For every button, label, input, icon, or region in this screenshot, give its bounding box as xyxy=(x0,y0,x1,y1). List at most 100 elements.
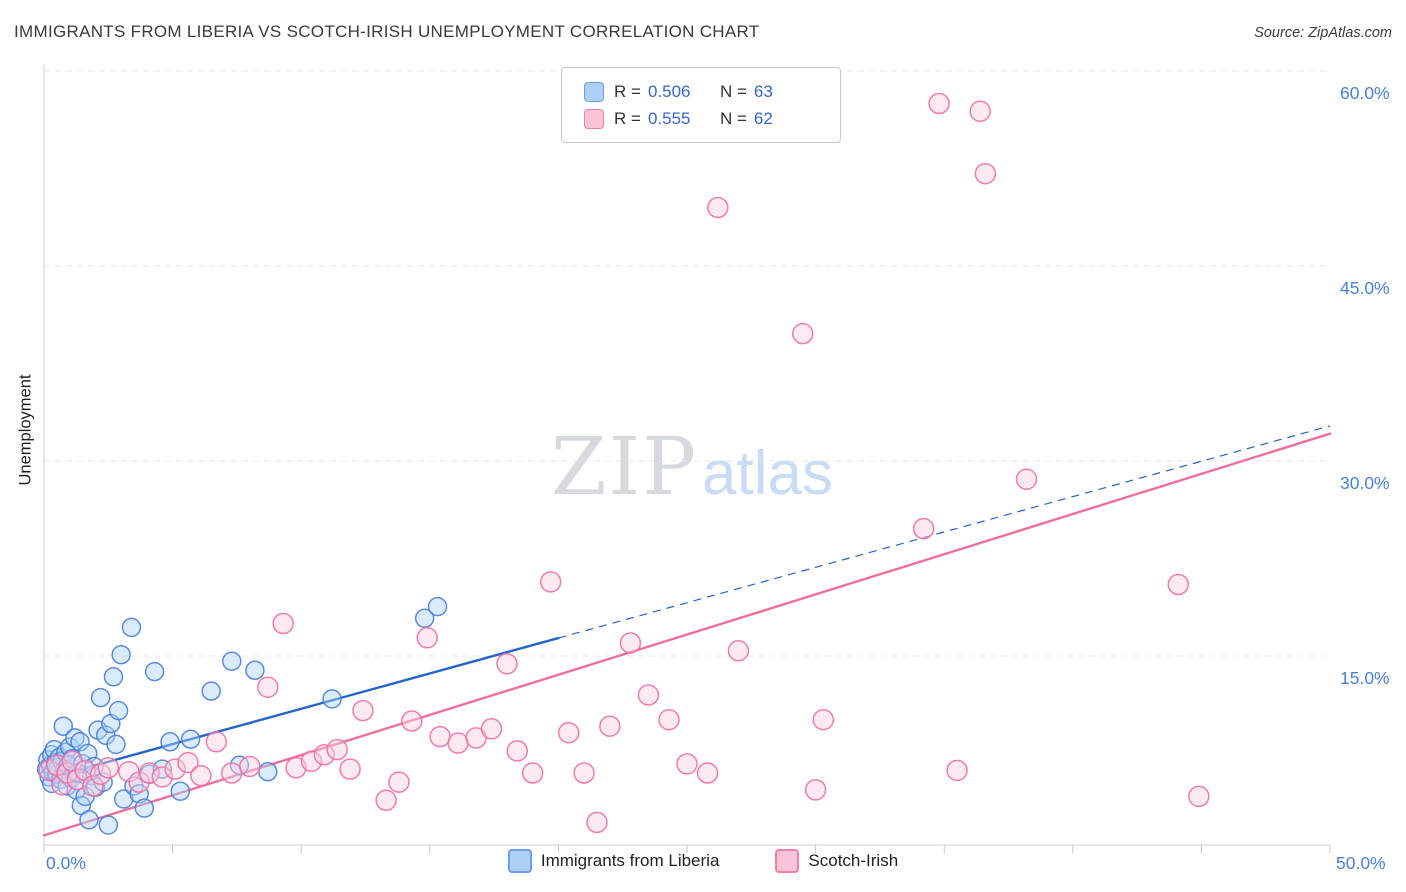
scatter-point-scotch-irish[interactable] xyxy=(401,710,423,732)
scatter-point-scotch-irish[interactable] xyxy=(416,627,438,649)
scatter-point-liberia[interactable] xyxy=(245,660,265,681)
scatter-point-scotch-irish[interactable] xyxy=(326,738,348,761)
scatter-point-liberia[interactable] xyxy=(106,734,126,755)
scatter-point-liberia[interactable] xyxy=(103,667,124,687)
scotch-irish-swatch xyxy=(584,108,604,129)
scatter-point-scotch-irish[interactable] xyxy=(221,762,243,784)
scatter-point-scotch-irish[interactable] xyxy=(205,731,228,753)
y-tick-label: 45.0% xyxy=(1340,278,1390,298)
scatter-point-scotch-irish[interactable] xyxy=(1167,573,1190,596)
scatter-point-scotch-irish[interactable] xyxy=(151,766,174,788)
scatter-point-liberia[interactable] xyxy=(258,761,278,782)
scatter-point-scotch-irish[interactable] xyxy=(313,744,336,766)
scatter-point-scotch-irish[interactable] xyxy=(557,721,580,744)
scatter-point-scotch-irish[interactable] xyxy=(352,699,374,722)
watermark: ZIP atlas xyxy=(551,420,833,513)
r-label: R = xyxy=(614,108,641,128)
scatter-point-scotch-irish[interactable] xyxy=(388,771,410,793)
scatter-point-scotch-irish[interactable] xyxy=(573,762,595,784)
scatter-point-liberia[interactable] xyxy=(222,651,242,671)
legend-item-scotch-irish[interactable]: Scotch-Irish xyxy=(775,849,898,873)
scatter-point-liberia[interactable] xyxy=(134,798,155,818)
scatter-point-scotch-irish[interactable] xyxy=(707,196,729,219)
scatter-point-liberia[interactable] xyxy=(90,687,111,708)
liberia-legend-swatch xyxy=(507,849,532,873)
chart-legend: Immigrants from Liberia Scotch-Irish xyxy=(0,849,1406,873)
scatter-point-liberia[interactable] xyxy=(53,716,74,736)
trend-line-liberia xyxy=(42,636,560,781)
scatter-point-scotch-irish[interactable] xyxy=(164,758,186,780)
y-tick-label: 60.0% xyxy=(1340,83,1390,103)
scatter-point-liberia[interactable] xyxy=(322,689,342,709)
scatter-point-scotch-irish[interactable] xyxy=(599,715,621,737)
scatter-point-liberia[interactable] xyxy=(70,732,90,752)
r-label: R = xyxy=(614,81,641,101)
scatter-point-liberia[interactable] xyxy=(98,815,119,835)
scatter-point-scotch-irish[interactable] xyxy=(447,732,469,754)
trend-line-scotch-irish xyxy=(42,432,1332,837)
scatter-point-liberia[interactable] xyxy=(121,617,142,638)
scatter-point-scotch-irish[interactable] xyxy=(619,632,642,654)
scatter-point-liberia[interactable] xyxy=(170,781,191,801)
scatter-point-scotch-irish[interactable] xyxy=(791,322,814,345)
scatter-point-scotch-irish[interactable] xyxy=(727,640,750,662)
scatter-point-scotch-irish[interactable] xyxy=(480,718,503,740)
scatter-point-scotch-irish[interactable] xyxy=(969,100,991,123)
n-label: N = xyxy=(719,81,747,101)
scatter-point-scotch-irish[interactable] xyxy=(375,789,397,812)
scatter-point-liberia[interactable] xyxy=(129,784,149,804)
trend-line-liberia-extension xyxy=(558,425,1331,639)
source-attribution: Source: ZipAtlas.com xyxy=(1254,25,1392,41)
scatter-point-liberia[interactable] xyxy=(79,810,99,830)
scatter-point-scotch-irish[interactable] xyxy=(190,764,212,787)
scatter-point-scotch-irish[interactable] xyxy=(429,725,451,748)
scatter-point-scotch-irish[interactable] xyxy=(696,762,719,784)
scatter-point-scotch-irish[interactable] xyxy=(586,811,608,834)
scatter-point-scotch-irish[interactable] xyxy=(539,571,562,593)
x-axis-max-label: 50.0% xyxy=(1336,853,1386,873)
scatter-point-liberia[interactable] xyxy=(427,596,448,617)
scatter-point-scotch-irish[interactable] xyxy=(928,92,950,115)
scatter-point-scotch-irish[interactable] xyxy=(97,757,120,779)
scatter-point-scotch-irish[interactable] xyxy=(812,708,835,731)
scatter-point-liberia[interactable] xyxy=(108,700,129,721)
scatter-point-scotch-irish[interactable] xyxy=(177,751,199,774)
scatter-point-scotch-irish[interactable] xyxy=(138,762,161,784)
scatter-point-scotch-irish[interactable] xyxy=(804,779,827,801)
scatter-point-scotch-irish[interactable] xyxy=(946,759,968,782)
scatter-point-liberia[interactable] xyxy=(414,608,435,629)
scatter-point-liberia[interactable] xyxy=(160,732,180,752)
scatter-point-scotch-irish[interactable] xyxy=(974,162,997,185)
scatter-point-scotch-irish[interactable] xyxy=(56,762,78,784)
scatter-point-liberia[interactable] xyxy=(111,644,131,665)
y-tick-label: 15.0% xyxy=(1340,668,1390,688)
scatter-point-scotch-irish[interactable] xyxy=(496,653,518,675)
correlation-legend: R = 0.506 N = 63 R = 0.555 N = 62 xyxy=(561,67,841,143)
scatter-point-scotch-irish[interactable] xyxy=(637,684,660,706)
scatter-point-scotch-irish[interactable] xyxy=(82,775,104,797)
legend-row-liberia: R = 0.506 N = 63 xyxy=(584,78,840,105)
scatter-point-scotch-irish[interactable] xyxy=(1188,785,1210,808)
scatter-point-scotch-irish[interactable] xyxy=(1015,468,1038,490)
watermark-atlas: atlas xyxy=(702,439,833,508)
scatter-point-liberia[interactable] xyxy=(201,681,221,701)
scatter-point-scotch-irish[interactable] xyxy=(272,612,294,635)
legend-item-liberia[interactable]: Immigrants from Liberia xyxy=(507,849,719,873)
scatter-point-liberia[interactable] xyxy=(144,661,165,682)
watermark-zip: ZIP xyxy=(551,420,699,513)
scatter-point-scotch-irish[interactable] xyxy=(658,708,680,731)
scatter-point-scotch-irish[interactable] xyxy=(912,517,935,540)
scatter-point-scotch-irish[interactable] xyxy=(239,755,261,778)
n-label: N = xyxy=(719,108,747,128)
scatter-point-scotch-irish[interactable] xyxy=(300,750,323,773)
scatter-point-scotch-irish[interactable] xyxy=(257,676,279,698)
r-value-liberia: 0.506 xyxy=(647,81,691,101)
scatter-point-liberia[interactable] xyxy=(180,729,201,749)
scatter-point-scotch-irish[interactable] xyxy=(506,740,528,762)
scatter-point-scotch-irish[interactable] xyxy=(521,762,544,784)
page-title: IMMIGRANTS FROM LIBERIA VS SCOTCH-IRISH … xyxy=(14,22,760,41)
scatter-point-scotch-irish[interactable] xyxy=(339,758,361,780)
y-axis-title: Unemployment xyxy=(16,374,35,486)
scatter-point-scotch-irish[interactable] xyxy=(676,753,698,775)
